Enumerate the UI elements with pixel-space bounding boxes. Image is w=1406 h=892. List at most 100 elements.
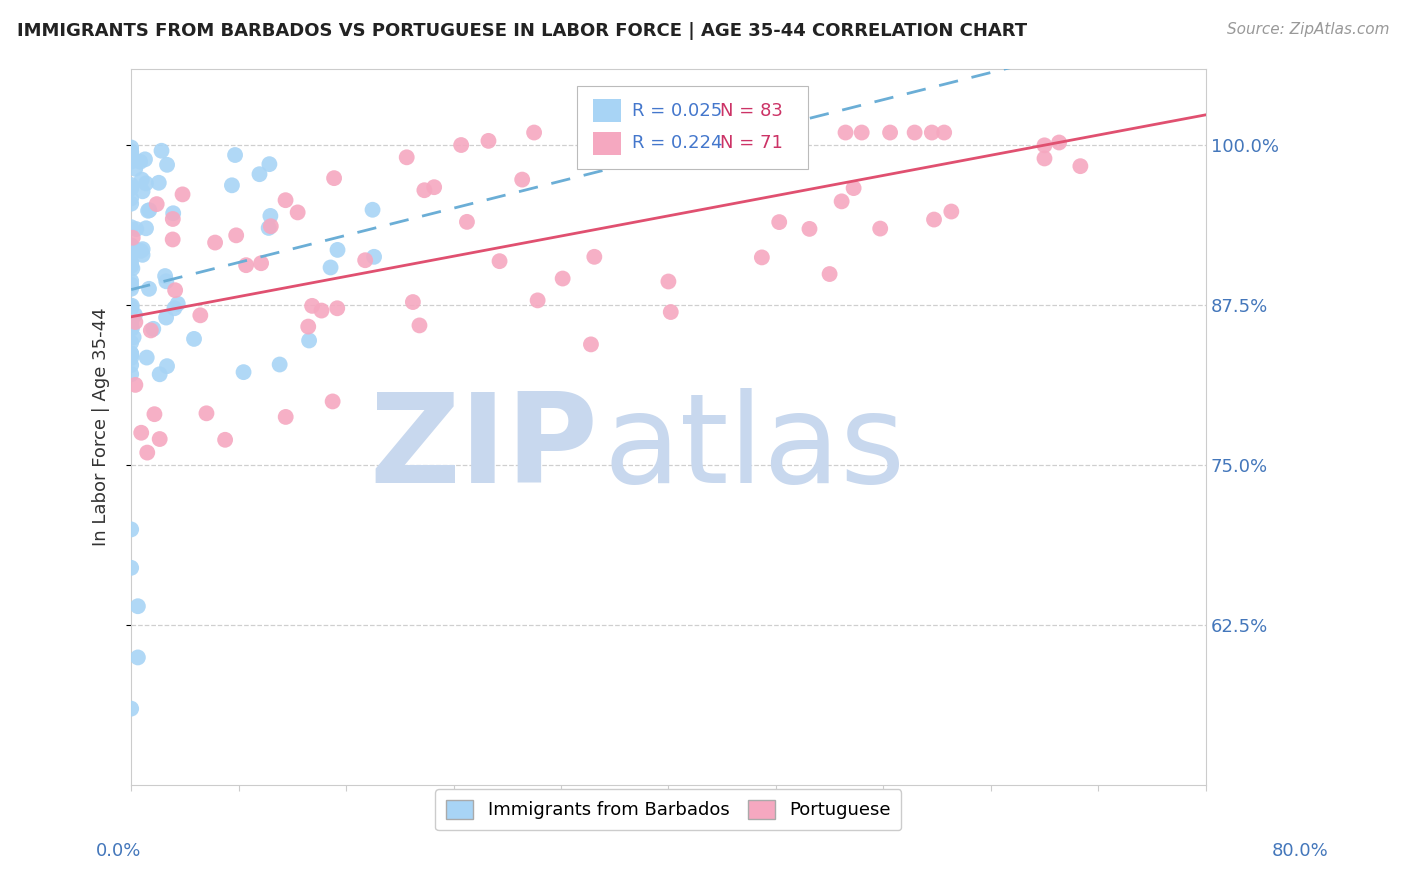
Point — [148, 176, 170, 190]
Point — [1069, 159, 1091, 173]
Point — [287, 205, 309, 219]
Point — [120, 319, 142, 334]
Point — [142, 322, 165, 336]
Text: N = 83: N = 83 — [720, 102, 783, 120]
Point — [120, 315, 142, 329]
Point — [922, 212, 945, 227]
Point — [831, 194, 853, 209]
Point — [1033, 152, 1056, 166]
Point — [172, 187, 194, 202]
Point — [183, 332, 205, 346]
Point — [834, 126, 856, 140]
Point — [250, 256, 273, 270]
Point — [408, 318, 430, 333]
FancyBboxPatch shape — [593, 132, 621, 154]
Point — [138, 282, 160, 296]
Point — [139, 323, 162, 337]
Point — [120, 241, 142, 255]
Point — [323, 171, 346, 186]
Point — [259, 209, 281, 223]
Text: R = 0.025: R = 0.025 — [631, 102, 723, 120]
Point — [657, 275, 679, 289]
Point — [135, 221, 157, 235]
Point — [322, 394, 344, 409]
Point — [326, 243, 349, 257]
Point — [423, 180, 446, 194]
Point — [851, 126, 873, 140]
Text: IMMIGRANTS FROM BARBADOS VS PORTUGUESE IN LABOR FORCE | AGE 35-44 CORRELATION CH: IMMIGRANTS FROM BARBADOS VS PORTUGUESE I… — [17, 22, 1026, 40]
Text: 0.0%: 0.0% — [96, 842, 141, 860]
Point — [156, 359, 179, 373]
Point — [124, 377, 146, 392]
Point — [124, 315, 146, 329]
Point — [120, 318, 142, 332]
Point — [122, 330, 145, 344]
Point — [799, 222, 821, 236]
Point — [225, 228, 247, 243]
Point — [120, 220, 142, 235]
Point — [120, 238, 142, 252]
Point — [120, 196, 142, 211]
Point — [477, 134, 499, 148]
Point — [155, 274, 177, 288]
Point — [162, 212, 184, 227]
Point — [145, 197, 167, 211]
Point — [1033, 138, 1056, 153]
Text: N = 71: N = 71 — [720, 134, 783, 152]
Point — [135, 351, 157, 365]
Point — [311, 303, 333, 318]
Point — [456, 215, 478, 229]
Point — [127, 650, 149, 665]
Point — [120, 301, 142, 316]
Point — [450, 138, 472, 153]
Point — [579, 337, 602, 351]
Point — [129, 244, 152, 258]
Point — [195, 406, 218, 420]
Point — [488, 254, 510, 268]
Point — [934, 126, 956, 140]
Point — [120, 523, 142, 537]
Point — [232, 365, 254, 379]
Point — [640, 126, 662, 140]
FancyBboxPatch shape — [593, 99, 621, 122]
Point — [131, 248, 153, 262]
Point — [121, 321, 143, 335]
Point — [818, 267, 841, 281]
Point — [131, 242, 153, 256]
Point — [121, 261, 143, 276]
Point — [354, 253, 377, 268]
Point — [730, 144, 752, 158]
Point — [257, 221, 280, 235]
Point — [120, 561, 142, 575]
Point — [326, 301, 349, 316]
Point — [166, 297, 188, 311]
Point — [138, 203, 160, 218]
Point — [523, 126, 546, 140]
Point — [768, 215, 790, 229]
Point — [136, 445, 159, 459]
Point — [153, 268, 176, 283]
Point — [125, 222, 148, 236]
Point — [149, 368, 172, 382]
Point — [120, 351, 142, 365]
Point — [124, 308, 146, 322]
Point — [583, 250, 606, 264]
Point — [941, 204, 963, 219]
Point — [120, 255, 142, 269]
Point — [120, 277, 142, 292]
Point — [134, 153, 156, 167]
Point — [673, 126, 696, 140]
Point — [402, 295, 425, 310]
Point — [129, 154, 152, 169]
Point — [120, 145, 142, 160]
Point — [136, 203, 159, 218]
Point — [120, 178, 142, 192]
Point — [274, 409, 297, 424]
Point — [224, 148, 246, 162]
Point — [120, 282, 142, 296]
Point — [214, 433, 236, 447]
Point — [120, 358, 142, 372]
Point — [163, 301, 186, 316]
Point — [150, 144, 173, 158]
Text: ZIP: ZIP — [370, 388, 599, 509]
